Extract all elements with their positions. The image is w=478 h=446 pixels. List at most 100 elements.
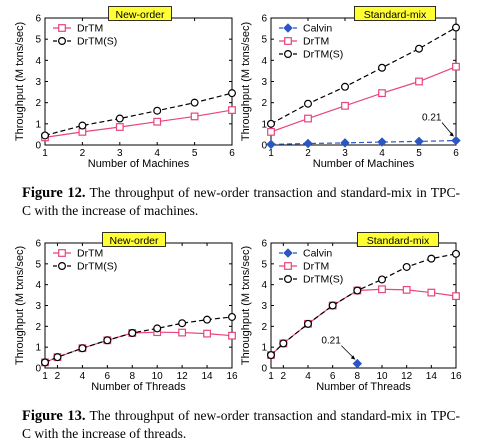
- y-tick-label: 0: [261, 364, 267, 375]
- data-point-drtm: [341, 101, 349, 110]
- data-point-drtm-s-: [228, 312, 237, 321]
- y-tick-label: 3: [35, 77, 41, 88]
- data-point-drtm: [228, 331, 236, 340]
- legend-marker: [57, 262, 66, 271]
- figure-13-label: Figure 13.: [22, 408, 86, 424]
- data-point-drtm: [115, 123, 124, 131]
- y-tick-label: 2: [261, 322, 267, 333]
- figure-13-text: The throughput of new-order transaction …: [22, 408, 460, 441]
- data-point-drtm-s-: [40, 131, 49, 140]
- data-point-drtm: [378, 285, 386, 294]
- x-tick-label: 10: [376, 371, 388, 382]
- x-tick-label: 1: [42, 371, 48, 382]
- legend-marker: [284, 49, 293, 58]
- x-axis-label: Number of Threads: [316, 381, 411, 393]
- data-point-drtm-s-: [328, 301, 337, 310]
- x-tick-label: 2: [80, 148, 86, 159]
- data-point-drtm: [378, 89, 386, 98]
- data-point-drtm-s-: [402, 262, 411, 271]
- legend-label: DrTM(S): [303, 49, 343, 61]
- x-tick-label: 16: [226, 371, 238, 382]
- data-point-calvin: [414, 136, 424, 147]
- data-point-drtm-s-: [203, 315, 212, 324]
- y-tick-label: 2: [261, 98, 267, 109]
- x-tick-label: 6: [330, 371, 336, 382]
- series-line-drtm-s-: [44, 92, 233, 137]
- annotation-label: 0.21: [321, 336, 341, 347]
- data-point-drtm-s-: [78, 344, 87, 353]
- data-point-drtm-s-: [378, 275, 387, 284]
- legend-label: DrTM: [77, 23, 103, 35]
- data-point-drtm-s-: [267, 119, 276, 128]
- series-line-drtm: [270, 66, 457, 133]
- x-tick-label: 4: [379, 148, 385, 159]
- data-point-drtm: [415, 77, 423, 86]
- x-tick-label: 4: [80, 371, 86, 382]
- y-tick-label: 3: [35, 301, 41, 312]
- data-point-drtm-s-: [78, 121, 87, 130]
- y-tick-label: 4: [35, 56, 41, 67]
- y-tick-label: 4: [35, 280, 41, 291]
- legend-label: DrTM: [303, 36, 329, 48]
- chart-title: New-order: [115, 9, 165, 21]
- data-point-drtm: [153, 117, 162, 126]
- x-tick-label: 5: [416, 148, 422, 159]
- y-tick-label: 3: [261, 301, 267, 312]
- y-tick-label: 6: [35, 239, 41, 250]
- data-point-drtm-s-: [304, 99, 313, 108]
- legend-marker: [283, 23, 293, 33]
- x-axis-label: Number of Machines: [313, 158, 415, 170]
- data-point-drtm-s-: [378, 63, 387, 72]
- y-tick-label: 0: [35, 364, 41, 375]
- legend-label: DrTM: [303, 261, 329, 273]
- annotation-arrowhead: [350, 355, 356, 360]
- x-tick-label: 4: [154, 148, 160, 159]
- legend-marker: [283, 248, 293, 258]
- series-line-drtm-s-: [270, 253, 457, 356]
- y-tick-label: 6: [261, 239, 267, 250]
- y-axis-label: Throughput (M txns/sec): [14, 22, 26, 141]
- x-tick-label: 3: [117, 148, 123, 159]
- data-point-drtm: [267, 127, 275, 136]
- y-tick-label: 1: [35, 343, 41, 354]
- x-axis-label: Number of Threads: [91, 381, 186, 393]
- x-tick-label: 5: [192, 148, 198, 159]
- x-tick-label: 16: [450, 371, 462, 382]
- y-tick-label: 4: [261, 280, 267, 291]
- figure-12-caption: Figure 12. The throughput of new-order t…: [22, 184, 460, 219]
- y-axis-label: Throughput (M txns/sec): [240, 246, 252, 365]
- y-tick-label: 5: [35, 35, 41, 46]
- legend-marker: [58, 24, 66, 32]
- data-point-drtm-s-: [153, 324, 162, 333]
- legend-marker: [284, 37, 292, 45]
- chart-title-box: [353, 6, 436, 21]
- figure-12-label: Figure 12.: [22, 185, 86, 201]
- data-point-drtm: [78, 127, 87, 136]
- annotation-arrowhead: [449, 132, 454, 137]
- data-point-drtm: [452, 292, 460, 301]
- plot-frame: [44, 17, 233, 146]
- y-tick-label: 2: [35, 322, 41, 333]
- x-tick-label: 14: [202, 371, 214, 382]
- chart-title: Standard-mix: [364, 9, 427, 21]
- data-point-calvin: [303, 138, 313, 149]
- y-tick-label: 3: [261, 77, 267, 88]
- x-tick-label: 12: [177, 371, 189, 382]
- data-point-drtm-s-: [103, 336, 112, 345]
- x-axis-label: Number of Machines: [88, 158, 190, 170]
- y-tick-label: 6: [35, 14, 41, 25]
- data-point-drtm-s-: [228, 89, 237, 98]
- y-tick-label: 1: [261, 343, 267, 354]
- data-point-drtm: [178, 328, 187, 337]
- x-tick-label: 12: [401, 371, 413, 382]
- y-tick-label: 5: [261, 259, 267, 270]
- annotation-arrow: [341, 345, 355, 359]
- x-tick-label: 1: [268, 371, 274, 382]
- legend-marker: [58, 249, 66, 257]
- legend-label: DrTM(S): [303, 274, 343, 286]
- plot-frame: [270, 242, 457, 369]
